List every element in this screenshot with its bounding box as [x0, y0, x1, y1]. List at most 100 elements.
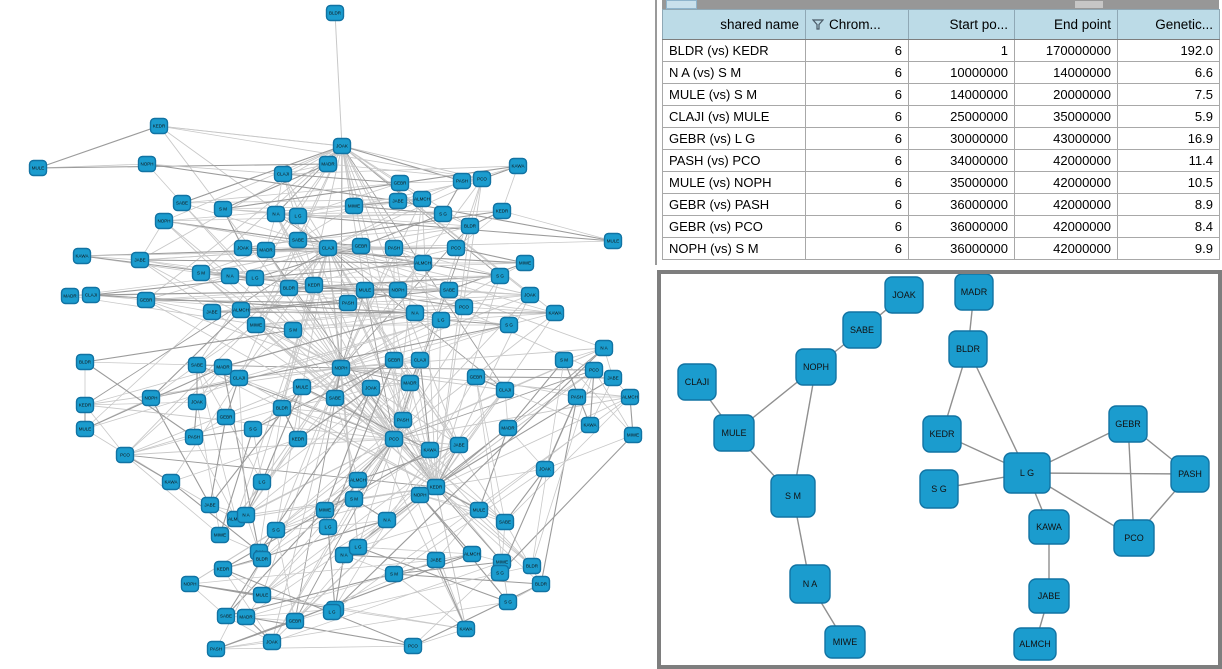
overview-node[interactable]: N A — [405, 304, 425, 322]
cell-value[interactable]: 42000000 — [1014, 237, 1118, 260]
overview-node[interactable]: L G — [348, 538, 368, 556]
cell-value[interactable]: 42000000 — [1014, 193, 1118, 216]
overview-node[interactable]: MIWE — [315, 501, 335, 519]
overview-node[interactable]: BLDR — [325, 4, 345, 22]
overview-node[interactable]: BLDR — [279, 279, 299, 297]
detail-node-S G[interactable]: S G — [919, 469, 959, 509]
overview-node[interactable]: PCO — [472, 170, 492, 188]
overview-node[interactable]: MIWE — [515, 254, 535, 272]
overview-node[interactable]: NOPH — [180, 575, 200, 593]
overview-node[interactable]: MIWE — [623, 426, 643, 444]
overview-node[interactable]: JABE — [449, 436, 469, 454]
cell-value[interactable]: 25000000 — [908, 105, 1015, 128]
cell-value[interactable]: 6 — [805, 237, 909, 260]
horizontal-scrollbar[interactable] — [662, 0, 1219, 9]
overview-node[interactable]: S G — [490, 564, 510, 582]
detail-node-KAWA[interactable]: KAWA — [1028, 509, 1070, 545]
overview-node[interactable]: S M — [554, 351, 574, 369]
overview-node[interactable]: KEDR — [304, 276, 324, 294]
overview-node[interactable]: MULE — [28, 159, 48, 177]
overview-node[interactable]: SABE — [325, 389, 345, 407]
column-header-chrom-[interactable]: Chrom... — [805, 9, 909, 40]
cell-shared-name[interactable]: N A (vs) S M — [662, 61, 806, 84]
cell-value[interactable]: 6 — [805, 83, 909, 106]
table-row[interactable]: BLDR (vs) KEDR 6 1 170000000 192.0 — [662, 39, 1220, 62]
table-row[interactable]: GEBR (vs) PCO 6 36000000 42000000 8.4 — [662, 215, 1220, 238]
detail-node-MADR[interactable]: MADR — [954, 274, 994, 311]
overview-node[interactable]: N A — [220, 267, 240, 285]
overview-node[interactable]: JOAK — [187, 393, 207, 411]
cell-value[interactable]: 6 — [805, 61, 909, 84]
overview-node[interactable]: PASH — [184, 428, 204, 446]
overview-node[interactable]: MADR — [318, 155, 338, 173]
overview-node[interactable]: MULE — [469, 501, 489, 519]
table-row[interactable]: NOPH (vs) S M 6 36000000 42000000 9.9 — [662, 237, 1220, 260]
detail-node-MULE[interactable]: MULE — [713, 414, 755, 452]
overview-node[interactable]: KAWA — [545, 304, 565, 322]
cell-shared-name[interactable]: NOPH (vs) S M — [662, 237, 806, 260]
overview-node[interactable]: BLDR — [272, 399, 292, 417]
overview-node[interactable]: KAWA — [72, 247, 92, 265]
overview-node[interactable]: PASH — [206, 640, 226, 658]
overview-node[interactable]: PCO — [454, 298, 474, 316]
overview-node[interactable]: PCO — [584, 361, 604, 379]
overview-node[interactable]: SABE — [187, 356, 207, 374]
overview-node[interactable]: KAWA — [161, 473, 181, 491]
cell-value[interactable]: 35000000 — [908, 171, 1015, 194]
cell-shared-name[interactable]: GEBR (vs) L G — [662, 127, 806, 150]
cell-shared-name[interactable]: MULE (vs) S M — [662, 83, 806, 106]
overview-node[interactable]: GEBR — [390, 174, 410, 192]
overview-node[interactable]: N A — [594, 339, 614, 357]
overview-node[interactable]: CLAJI — [273, 165, 293, 183]
overview-node[interactable]: NOPH — [141, 389, 161, 407]
overview-node[interactable]: KEDR — [75, 396, 95, 414]
overview-node[interactable]: JABE — [202, 303, 222, 321]
detail-node-L G[interactable]: L G — [1003, 452, 1051, 494]
overview-node[interactable]: MULE — [355, 281, 375, 299]
overview-node[interactable]: BLDR — [252, 550, 272, 568]
overview-node[interactable]: ALMCH — [620, 388, 640, 406]
cell-shared-name[interactable]: PASH (vs) PCO — [662, 149, 806, 172]
cell-value[interactable]: 170000000 — [1014, 39, 1118, 62]
overview-node[interactable]: MULE — [75, 420, 95, 438]
overview-node[interactable]: GEBR — [351, 237, 371, 255]
overview-node[interactable]: ALMCH — [348, 471, 368, 489]
cell-value[interactable]: 35000000 — [1014, 105, 1118, 128]
overview-node[interactable]: MULE — [603, 232, 623, 250]
cell-value[interactable]: 20000000 — [1014, 83, 1118, 106]
overview-node[interactable]: JOAK — [262, 633, 282, 651]
cell-value[interactable]: 42000000 — [1014, 149, 1118, 172]
overview-node[interactable]: MULE — [252, 586, 272, 604]
detail-node-JOAK[interactable]: JOAK — [884, 276, 924, 314]
overview-node[interactable]: L G — [245, 269, 265, 287]
cell-shared-name[interactable]: GEBR (vs) PASH — [662, 193, 806, 216]
detail-node-SABE[interactable]: SABE — [842, 311, 882, 349]
table-row[interactable]: MULE (vs) S M 6 14000000 20000000 7.5 — [662, 83, 1220, 106]
overview-node[interactable]: N A — [236, 506, 256, 524]
overview-node[interactable]: JABE — [388, 192, 408, 210]
overview-node[interactable]: ALMCH — [231, 301, 251, 319]
overview-node[interactable]: BLDR — [75, 353, 95, 371]
table-row[interactable]: PASH (vs) PCO 6 34000000 42000000 11.4 — [662, 149, 1220, 172]
overview-node[interactable]: BLDR — [531, 575, 551, 593]
overview-node[interactable]: KAWA — [456, 620, 476, 638]
detail-node-BLDR[interactable]: BLDR — [948, 330, 988, 368]
cell-value[interactable]: 14000000 — [1014, 61, 1118, 84]
overview-node[interactable]: N A — [266, 205, 286, 223]
overview-node[interactable]: MADR — [60, 287, 80, 305]
scrollbar-thumb[interactable] — [1075, 1, 1103, 8]
overview-node[interactable]: S M — [213, 200, 233, 218]
overview-node[interactable]: KEDR — [492, 202, 512, 220]
overview-node[interactable]: S G — [266, 521, 286, 539]
cell-value[interactable]: 42000000 — [1014, 171, 1118, 194]
overview-node[interactable]: KAWA — [420, 441, 440, 459]
overview-node[interactable]: L G — [431, 311, 451, 329]
overview-node[interactable]: S G — [498, 593, 518, 611]
overview-node[interactable]: GEBR — [216, 408, 236, 426]
overview-node[interactable]: KEDR — [213, 560, 233, 578]
detail-node-N A[interactable]: N A — [789, 564, 831, 604]
overview-node[interactable]: NOPH — [410, 486, 430, 504]
cell-value[interactable]: 11.4 — [1117, 149, 1220, 172]
overview-node[interactable]: PASH — [452, 172, 472, 190]
cell-value[interactable]: 34000000 — [908, 149, 1015, 172]
